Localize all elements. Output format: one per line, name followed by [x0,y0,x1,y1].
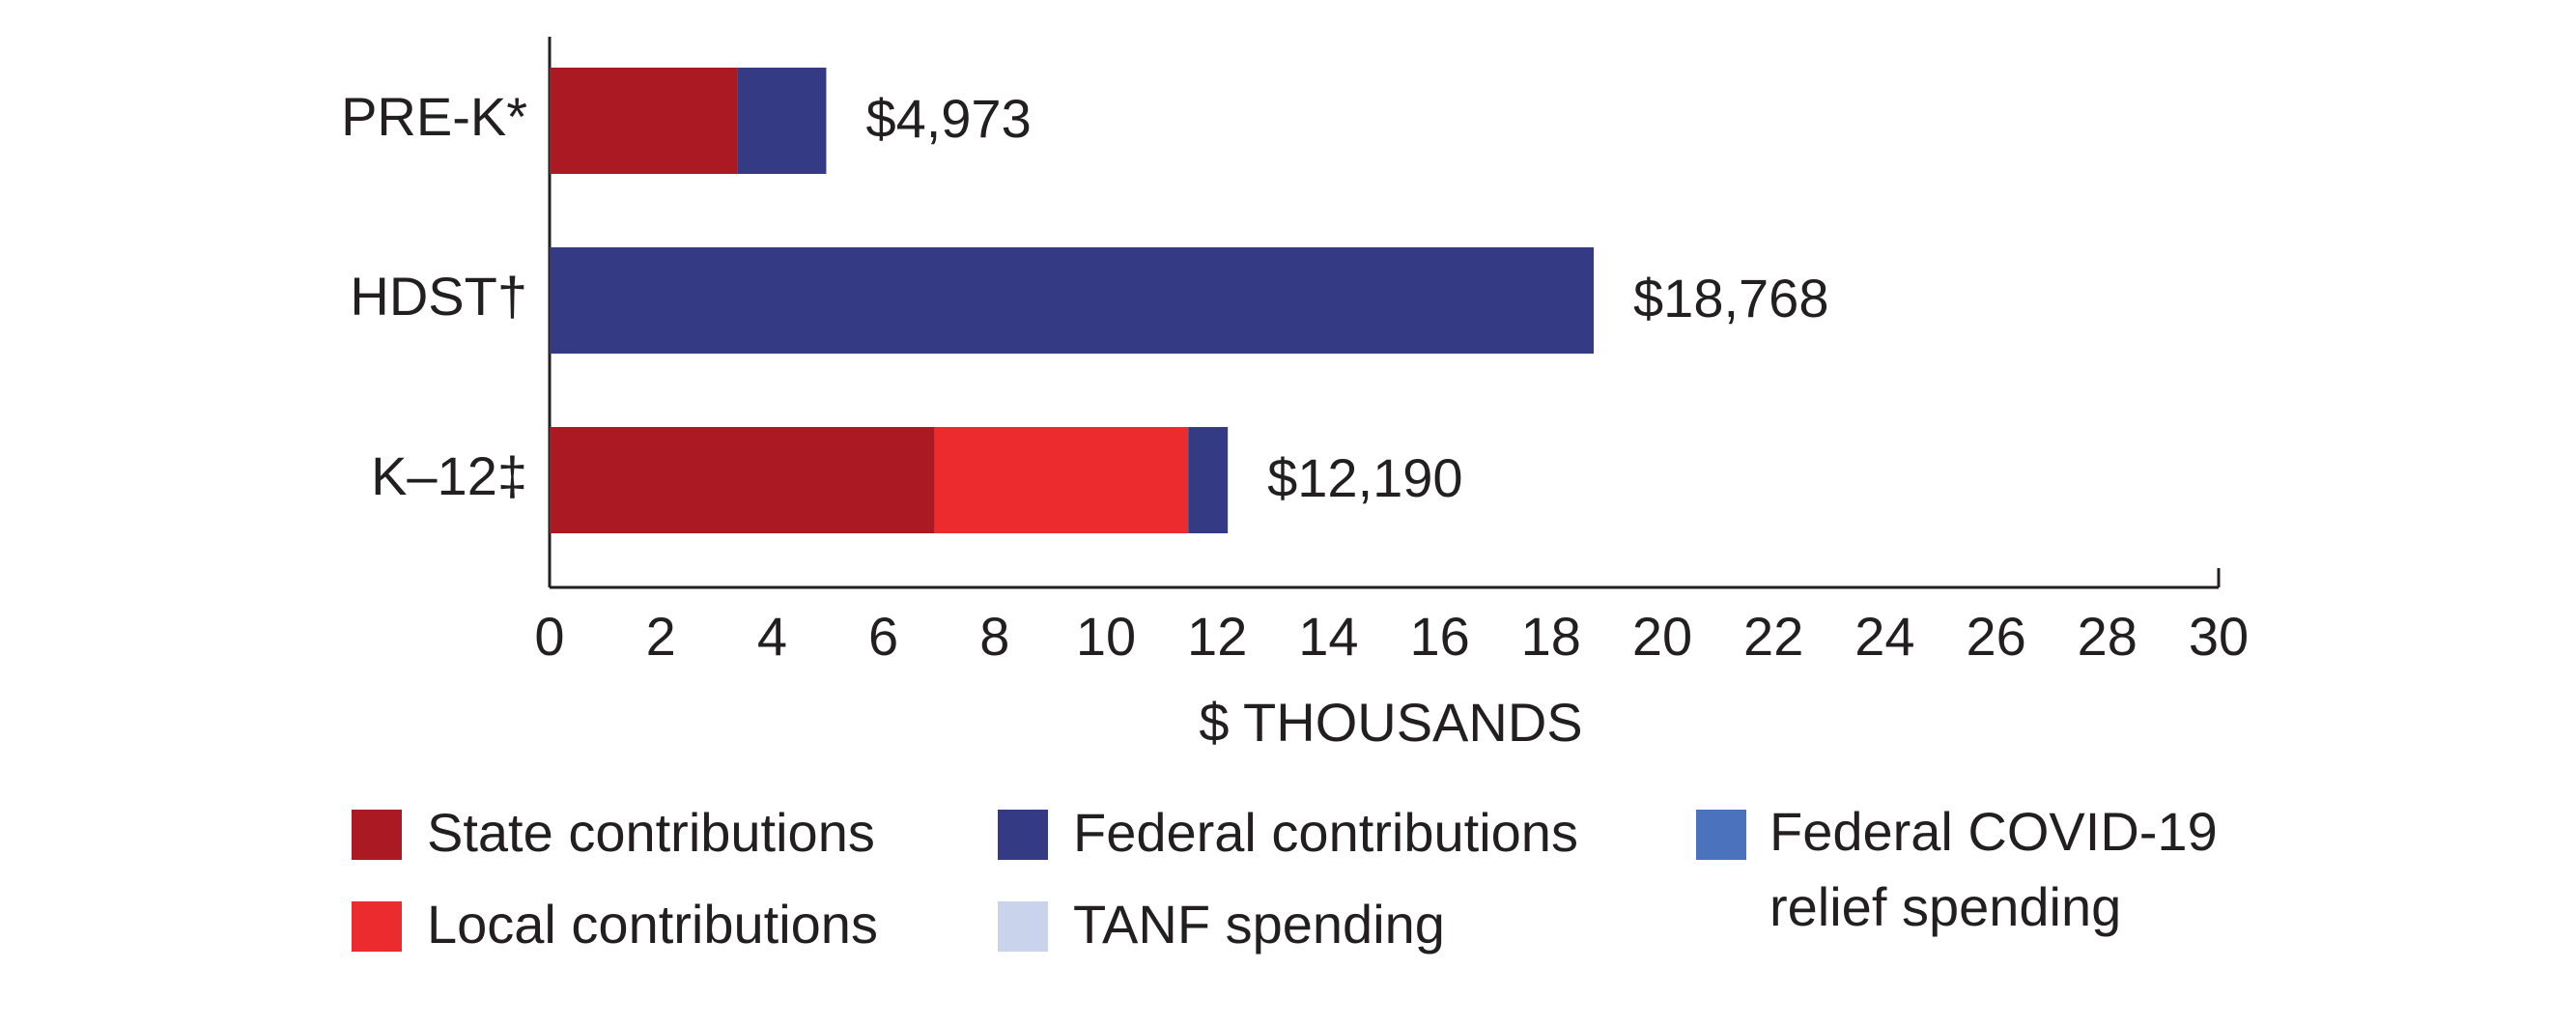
x-tick-label: 28 [2078,606,2137,667]
bar-segment [550,68,738,174]
x-tick-label: 8 [979,606,1009,667]
x-tick-label: 14 [1298,606,1358,667]
bar-segment [550,247,1595,354]
bar-segment [550,427,935,533]
x-tick-label: 6 [868,606,898,667]
legend-label: Federal contributions [1073,802,1578,863]
legend-swatch [352,901,402,952]
total-label: $18,768 [1633,268,1828,328]
total-label: $4,973 [865,88,1031,149]
legend-label: State contributions [427,802,875,863]
x-tick-label: 24 [1854,606,1914,667]
x-tick-label: 18 [1521,606,1581,667]
bar-segment [737,68,827,174]
bar-segment [934,427,1189,533]
x-tick-label: 22 [1743,606,1803,667]
x-tick-label: 16 [1409,606,1469,667]
legend-label-box: Federal COVID-19 relief spending [1769,801,2218,937]
x-axis-label: $ THOUSANDS [1199,692,1582,753]
x-tick-label: 20 [1632,606,1692,667]
x-tick-label: 12 [1187,606,1247,667]
total-label: $12,190 [1267,447,1462,508]
x-tick-label: 30 [2189,606,2249,667]
x-tick-label: 10 [1076,606,1136,667]
legend-swatch [1696,810,1746,860]
legend-label: Local contributions [427,894,878,955]
legend-label: TANF spending [1073,894,1445,955]
x-tick-label: 26 [1966,606,2025,667]
y-tick-label: PRE-K* [341,86,527,147]
x-tick-label: 4 [757,606,787,667]
x-tick-label: 0 [534,606,564,667]
y-tick-label: K–12‡ [371,445,527,506]
legend-label: Federal COVID-19 relief spending [1769,801,2218,937]
legend-swatch [998,810,1048,860]
legend-swatch [352,810,402,860]
legend-swatch [998,901,1048,952]
x-tick-label: 2 [646,606,676,667]
y-tick-label: HDST† [350,266,527,327]
bar-segment [1188,427,1229,533]
